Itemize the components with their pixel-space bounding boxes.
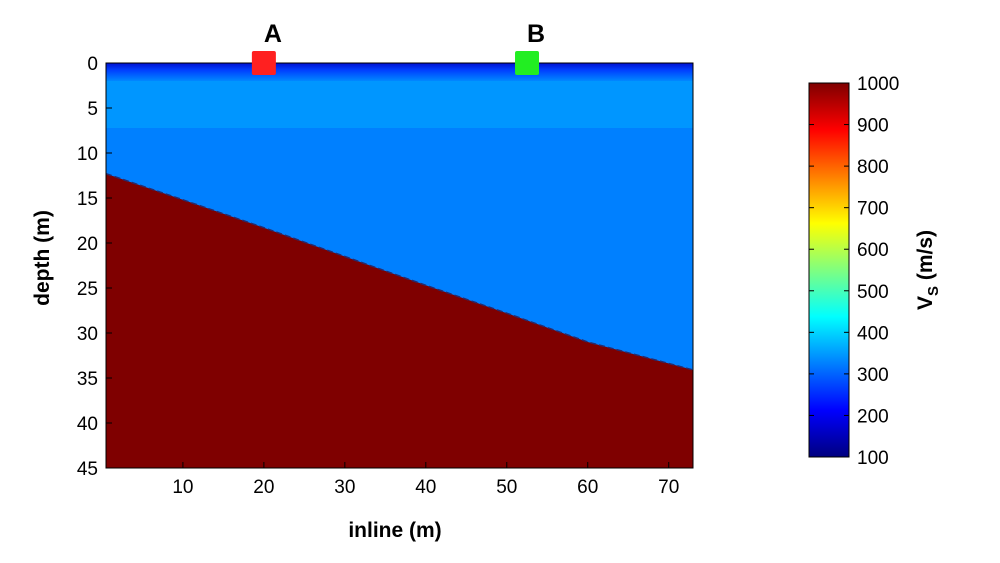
- colorbar-tick-label: 700: [857, 199, 889, 220]
- y-tick-label: 20: [77, 234, 98, 255]
- x-tick-label: 20: [253, 477, 274, 498]
- bedrock-layer: [106, 173, 693, 468]
- colorbar-tick-label: 500: [857, 282, 889, 303]
- y-axis-title: depth (m): [31, 210, 54, 306]
- x-axis-ticks: 10 20 30 40 50 60 70: [172, 462, 679, 498]
- colorbar-tick-label: 100: [857, 448, 889, 469]
- colorbar: [808, 82, 850, 458]
- colorbar-tick-label: 900: [857, 116, 889, 137]
- colorbar-title: VS (m/s): [914, 230, 942, 310]
- plot-frame: [105, 62, 694, 469]
- y-tick-label: 30: [77, 324, 98, 345]
- y-axis-ticks: 0 5 10 15 20 25 30 35 40 45: [77, 54, 112, 480]
- colorbar-tick-label: 800: [857, 157, 889, 178]
- colorbar-tick-label: 300: [857, 365, 889, 386]
- x-tick-label: 30: [334, 477, 355, 498]
- x-tick-label: 70: [658, 477, 679, 498]
- x-tick-label: 40: [415, 477, 436, 498]
- y-tick-label: 45: [77, 459, 98, 480]
- y-tick-label: 40: [77, 414, 98, 435]
- marker-b: [515, 51, 540, 75]
- y-tick-label: 15: [77, 189, 98, 210]
- layer-shallow-gradient: [106, 63, 693, 81]
- colorbar-tick-label: 400: [857, 323, 889, 344]
- y-tick-label: 10: [77, 144, 98, 165]
- y-tick-label: 35: [77, 369, 98, 390]
- x-axis-title: inline (m): [348, 519, 441, 542]
- colorbar-tick-label: 1000: [857, 74, 899, 95]
- marker-label-a: A: [264, 20, 282, 48]
- y-tick-label: 5: [87, 99, 98, 120]
- y-tick-label: 0: [87, 54, 98, 75]
- interface-line: [106, 172, 693, 371]
- colorbar-tick-label: 200: [857, 406, 889, 427]
- y-tick-label: 25: [77, 279, 98, 300]
- colorbar-tick-label: 600: [857, 240, 889, 261]
- x-tick-label: 50: [496, 477, 517, 498]
- x-tick-label: 10: [172, 477, 193, 498]
- plot-area: [106, 63, 693, 468]
- x-tick-label: 60: [577, 477, 598, 498]
- marker-a: [251, 51, 276, 75]
- colorbar-ticks: 100 200 300 400 500 600 700 800 900 1000: [809, 74, 899, 469]
- marker-label-b: B: [527, 20, 545, 48]
- layer-upper: [106, 81, 693, 128]
